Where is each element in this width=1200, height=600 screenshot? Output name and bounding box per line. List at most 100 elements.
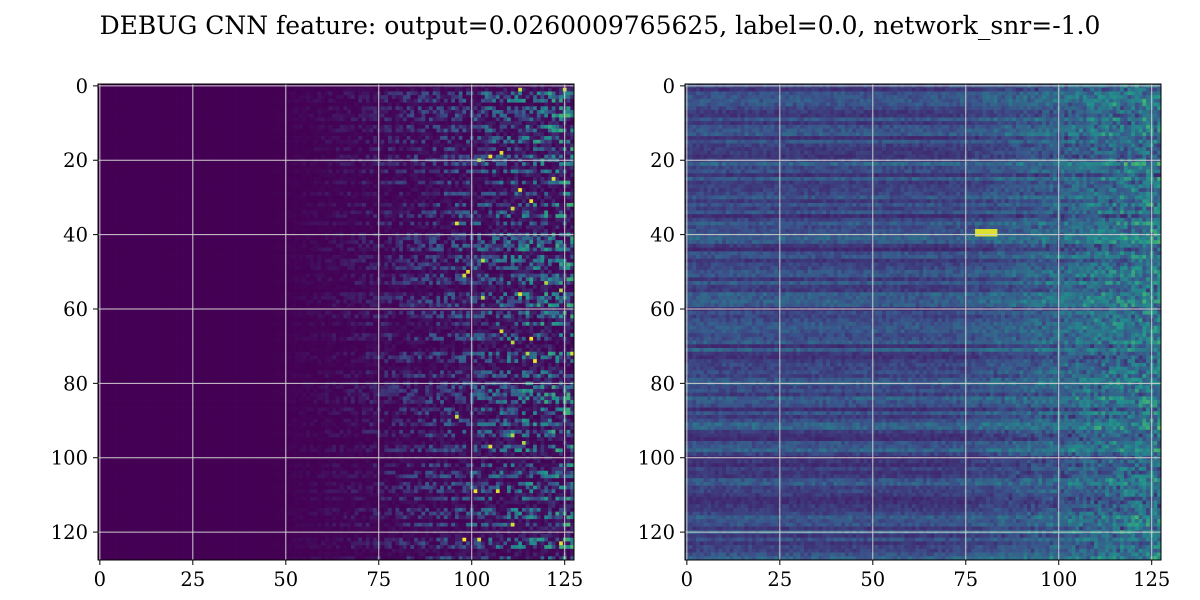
heatmap-cell bbox=[551, 139, 556, 144]
heatmap-cell bbox=[373, 139, 378, 144]
heatmap-cell bbox=[559, 95, 564, 100]
heatmap-cell bbox=[354, 173, 359, 178]
heatmap-cell bbox=[388, 102, 393, 107]
heatmap-cell bbox=[101, 95, 106, 100]
heatmap-cell bbox=[339, 91, 344, 96]
heatmap-cell bbox=[239, 121, 244, 126]
heatmap-cell bbox=[492, 154, 497, 159]
heatmap-cell bbox=[402, 210, 408, 215]
heatmap-cell bbox=[347, 106, 352, 111]
heatmap-cell bbox=[399, 113, 404, 118]
heatmap-cell bbox=[350, 121, 355, 126]
heatmap-cell bbox=[168, 139, 173, 144]
heatmap-cell bbox=[570, 121, 575, 126]
heatmap-cell bbox=[146, 110, 151, 115]
heatmap-cell bbox=[231, 217, 236, 222]
heatmap-cell bbox=[339, 217, 344, 222]
heatmap-cell bbox=[518, 225, 523, 230]
heatmap-cell bbox=[395, 180, 400, 185]
heatmap-cell bbox=[276, 98, 281, 103]
heatmap-cell bbox=[101, 173, 106, 178]
heatmap-cell bbox=[228, 203, 233, 208]
heatmap-cell bbox=[555, 95, 560, 100]
heatmap-cell bbox=[402, 180, 408, 185]
heatmap-cell bbox=[473, 206, 478, 211]
heatmap-cell bbox=[220, 150, 225, 156]
heatmap-cell bbox=[410, 136, 415, 141]
heatmap-cell bbox=[566, 102, 571, 107]
heatmap-cell bbox=[495, 195, 500, 200]
heatmap-cell bbox=[220, 132, 225, 137]
heatmap-cell bbox=[373, 191, 378, 196]
heatmap-cell bbox=[250, 165, 255, 170]
heatmap-cell bbox=[187, 165, 192, 170]
heatmap-cell bbox=[425, 214, 430, 219]
heatmap-cell bbox=[462, 102, 467, 107]
heatmap-cell bbox=[354, 121, 359, 126]
heatmap-cell bbox=[514, 206, 519, 211]
heatmap-cell bbox=[321, 147, 326, 152]
heatmap-cell bbox=[116, 206, 121, 211]
heatmap-cell bbox=[514, 95, 519, 100]
heatmap-cell bbox=[321, 154, 326, 159]
heatmap-cell bbox=[183, 169, 188, 174]
heatmap-cell bbox=[157, 162, 162, 167]
heatmap-cell bbox=[332, 180, 337, 185]
heatmap-cell bbox=[447, 91, 452, 96]
heatmap-cell bbox=[510, 173, 515, 178]
heatmap-cell bbox=[228, 147, 233, 152]
heatmap-cell bbox=[347, 199, 352, 204]
heatmap-cell bbox=[116, 95, 121, 100]
heatmap-cell bbox=[488, 87, 493, 92]
heatmap-cell bbox=[164, 180, 170, 185]
heatmap-cell bbox=[306, 139, 311, 144]
heatmap-cell bbox=[414, 143, 419, 148]
heatmap-cell bbox=[499, 91, 504, 96]
heatmap-cell bbox=[362, 195, 367, 200]
heatmap-cell bbox=[187, 87, 192, 92]
heatmap-cell bbox=[484, 165, 489, 170]
heatmap-cell bbox=[124, 165, 129, 170]
heatmap-cell bbox=[395, 147, 400, 152]
heatmap-cell bbox=[280, 91, 285, 96]
heatmap-cell bbox=[425, 221, 430, 226]
heatmap-cell bbox=[458, 180, 463, 185]
heatmap-cell bbox=[566, 124, 571, 129]
heatmap-cell bbox=[533, 210, 538, 215]
heatmap-cell bbox=[428, 154, 434, 159]
heatmap-cell bbox=[492, 102, 497, 107]
heatmap-cell bbox=[205, 87, 210, 92]
heatmap-cell bbox=[484, 191, 489, 196]
heatmap-cell bbox=[161, 113, 166, 118]
heatmap-cell bbox=[481, 195, 486, 200]
heatmap-cell bbox=[566, 173, 571, 178]
heatmap-cell bbox=[224, 225, 229, 230]
heatmap-cell bbox=[388, 188, 393, 193]
heatmap-cell bbox=[176, 121, 181, 126]
heatmap-cell bbox=[272, 206, 277, 211]
heatmap-cell bbox=[507, 132, 512, 137]
heatmap-cell bbox=[295, 206, 300, 211]
heatmap-cell bbox=[142, 136, 147, 141]
heatmap-cell bbox=[209, 91, 214, 96]
heatmap-cell bbox=[261, 106, 266, 111]
heatmap-cell bbox=[287, 98, 292, 103]
heatmap-cell bbox=[224, 147, 229, 152]
heatmap-cell bbox=[473, 217, 478, 222]
heatmap-cell bbox=[280, 203, 285, 208]
heatmap-cell bbox=[473, 98, 478, 103]
heatmap-cell bbox=[231, 173, 236, 178]
heatmap-cell bbox=[231, 203, 236, 208]
heatmap-cell bbox=[336, 191, 341, 196]
heatmap-cell bbox=[131, 147, 136, 152]
heatmap-cell bbox=[116, 87, 121, 92]
heatmap-cell bbox=[384, 225, 389, 230]
heatmap-cell bbox=[536, 117, 541, 122]
heatmap-cell bbox=[235, 113, 240, 118]
heatmap-cell bbox=[492, 176, 497, 182]
heatmap-cell bbox=[187, 217, 192, 222]
heatmap-cell bbox=[328, 128, 333, 133]
heatmap-cell bbox=[209, 117, 214, 122]
heatmap-cell bbox=[466, 162, 471, 167]
heatmap-cell bbox=[343, 195, 348, 200]
